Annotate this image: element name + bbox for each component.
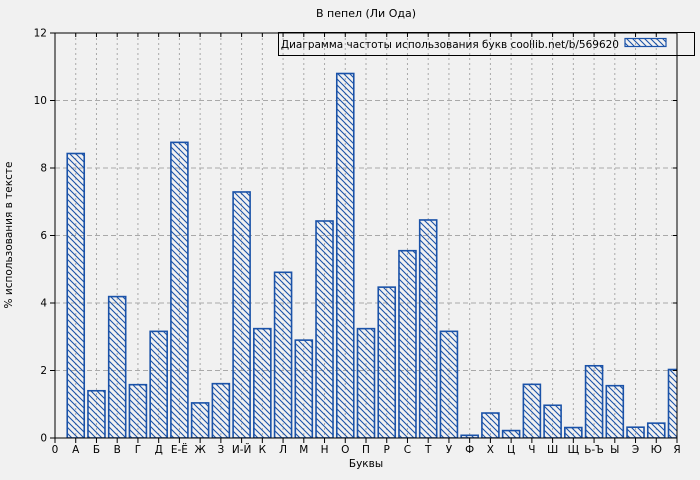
x-tick-label-Ж: Ж — [194, 444, 206, 456]
bar-С — [398, 249, 417, 438]
y-tick-label-8: 8 — [40, 163, 47, 175]
bar-Ы — [605, 384, 625, 438]
x-tick-label-Л: Л — [279, 444, 287, 456]
x-tick-label-И-Й: И-Й — [232, 443, 252, 456]
legend-swatch-icon — [624, 37, 667, 48]
x-tick-label-О: О — [341, 444, 349, 456]
bar-Д — [149, 330, 168, 438]
x-tick-label-П: П — [362, 444, 370, 456]
y-tick-label-2: 2 — [40, 365, 47, 377]
x-tick-label-Н: Н — [321, 444, 329, 456]
x-tick-label-Я: Я — [673, 444, 680, 456]
x-tick-label-З: З — [218, 444, 225, 456]
bar-П — [356, 327, 376, 438]
bar-О — [335, 72, 355, 438]
bar-Р — [377, 286, 397, 438]
bar-Т — [418, 219, 438, 438]
x-tick-label-С: С — [404, 444, 411, 456]
y-tick-label-6: 6 — [40, 230, 47, 242]
bar-Ж — [190, 402, 210, 438]
chart-title: В пепел (Ли Ода) — [316, 7, 416, 20]
x-tick-label-Г: Г — [135, 444, 141, 456]
axis-ticks — [50, 32, 678, 443]
y-tick-label-4: 4 — [40, 298, 47, 310]
x-tick-label-В: В — [114, 444, 121, 456]
legend-label: Диаграмма частоты использования букв coo… — [281, 39, 619, 51]
x-axis-title: Буквы — [349, 458, 383, 470]
x-tick-label-К: К — [259, 444, 267, 456]
legend-box — [278, 32, 695, 56]
bar-Ь-Ъ — [584, 364, 604, 438]
x-tick-label-Ф: Ф — [465, 444, 474, 456]
bar-Г — [128, 383, 148, 438]
bar-Щ — [564, 426, 583, 438]
bar-К — [253, 327, 272, 438]
bar-Э — [626, 426, 645, 438]
y-tick-label-10: 10 — [34, 95, 47, 107]
y-axis-title: % использования в тексте — [3, 162, 15, 309]
x-tick-label-Ы: Ы — [610, 444, 619, 456]
bars — [66, 72, 677, 438]
bar-В — [107, 295, 127, 438]
x-tick-label-Д: Д — [155, 444, 163, 456]
x-tick-label-origin: 0 — [52, 444, 59, 456]
bar-Б — [87, 389, 106, 438]
x-tick-label-Ь-Ъ: Ь-Ъ — [584, 444, 604, 456]
x-tick-label-Ш: Ш — [547, 444, 558, 456]
x-tick-label-Ю: Ю — [651, 444, 662, 456]
x-tick-label-Х: Х — [487, 444, 494, 456]
x-tick-label-У: У — [446, 444, 453, 456]
x-tick-label-Ц: Ц — [507, 444, 515, 456]
bar-Л — [273, 271, 293, 438]
bar-Я — [667, 368, 677, 438]
bar-Е-Ё — [170, 141, 189, 438]
y-tick-label-0: 0 — [40, 433, 47, 445]
tick-labels: 0 А Б В Г Д Е-Ё Ж З И-Й К Л М Н О П Р С Т У Ф Х Ц Ч Ш Щ Ь-Ъ Ы Э Ю Я 0 2 4… — [34, 28, 681, 457]
bar-Ш — [543, 404, 562, 438]
x-tick-label-Б: Б — [93, 444, 100, 456]
bar-А — [66, 152, 86, 438]
bar-З — [211, 382, 231, 438]
x-tick-label-Ч: Ч — [528, 444, 535, 456]
legend: Диаграмма частоты использования букв coo… — [278, 32, 695, 56]
x-tick-label-А: А — [72, 444, 80, 456]
x-tick-label-Щ: Щ — [568, 444, 580, 456]
x-tick-label-Э: Э — [632, 444, 639, 456]
bar-Ю — [646, 422, 666, 438]
bar-У — [439, 330, 459, 438]
x-tick-label-М: М — [299, 444, 308, 456]
y-tick-label-12: 12 — [34, 28, 47, 40]
bar-Х — [481, 412, 500, 438]
x-tick-label-Р: Р — [384, 444, 390, 456]
bar-М — [294, 339, 314, 438]
x-tick-label-Е-Ё: Е-Ё — [171, 443, 188, 456]
bar-Ч — [522, 383, 542, 438]
bar-И-Й — [232, 191, 251, 438]
bar-Н — [315, 220, 334, 438]
x-tick-label-Т: Т — [424, 444, 432, 456]
bar-Ц — [501, 429, 521, 438]
